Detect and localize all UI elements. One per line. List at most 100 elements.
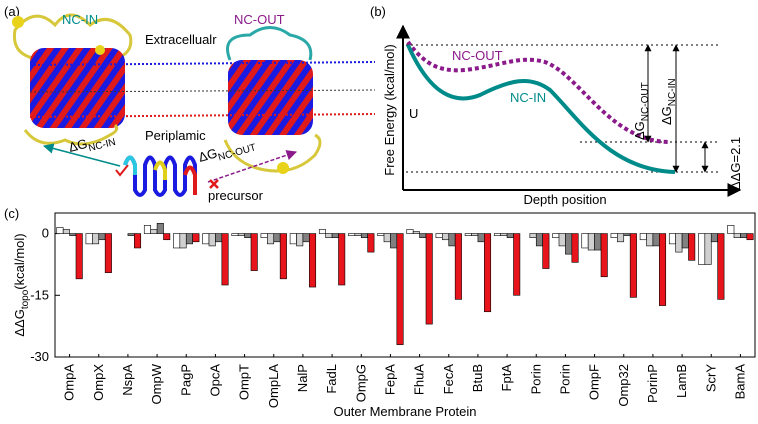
bar [506,233,514,238]
label: ΔGNC-OUT [632,82,651,140]
bar [250,233,258,271]
label: NC-IN [510,90,546,105]
label: NC-IN [62,12,98,27]
x-tick-label: ScrY [703,364,718,393]
bar [558,233,566,247]
x-tick-label: FadL [324,364,339,394]
bar [493,233,501,236]
bar [600,233,608,278]
nc-in-curve [406,44,676,174]
bar [215,233,223,243]
x-tick-label: OpcA [207,364,222,397]
bar [529,233,537,238]
bar [134,233,142,249]
label: NC-OUT [217,142,257,163]
arrow [207,150,297,183]
membrane-line [29,89,376,93]
nc-out-curve [406,40,671,144]
bar [698,233,706,265]
label: NC-IN [667,78,678,106]
x-tick-label: FepA [382,364,397,395]
panel-c: (c) ΔΔGtopo(kcal/mol) Outer Membrane Pro… [4,206,756,419]
bar [710,233,718,243]
bar [565,233,573,255]
bar [617,233,625,243]
x-tick-label: OmpF [587,364,602,400]
label: ΔGNC-IN [659,78,678,125]
x-tick-label: FecA [441,364,456,395]
x-tick-label: OmpG [353,364,368,402]
x-tick-label: Porin [528,364,543,394]
panel-label: (b) [370,4,386,19]
y-tick-label: -30 [30,349,49,364]
panel-label: (a) [4,4,20,19]
bar [652,233,660,247]
x-tick-label: OmpA [62,364,77,401]
bar [513,233,521,296]
barrel [228,60,313,135]
bar [688,233,696,261]
bar [69,233,77,236]
bar [396,233,404,345]
bar [354,233,362,236]
bar [623,233,631,236]
bar [202,233,210,245]
bar [104,233,112,273]
bar [740,233,748,238]
x-tick-label: OmpW [149,363,164,404]
bar [231,233,239,236]
label: Periplamic [145,128,206,143]
cross-mark [209,179,219,189]
x-tick-label: PagP [178,364,193,396]
bar [92,233,100,245]
bar [594,233,602,251]
panel-a: (a) NC-IN NC-OUT Extracellualr Periplami… [4,4,376,203]
bar [659,233,667,306]
precursor-chain [153,160,167,180]
bar [477,233,485,243]
bar [302,233,310,243]
bar [318,229,326,234]
bar [500,233,508,236]
bar [733,233,741,238]
bar [406,229,414,234]
x-tick-label: NspA [120,364,135,396]
ion [12,16,24,28]
bar [717,233,725,300]
bar [646,233,654,247]
bar [163,233,171,241]
bar [542,233,550,269]
bar [237,233,245,236]
bar [442,233,450,241]
check-mark [115,164,129,177]
membrane-line [29,61,376,66]
bar [56,227,64,234]
bar [267,233,275,245]
axis-title: ΔΔGtopo(kcal/mol) [12,233,31,336]
bar [610,233,618,238]
bar [675,233,683,253]
bar [331,233,339,238]
bar [412,231,420,234]
bar [173,233,181,249]
x-tick-label: LamB [674,364,689,398]
x-tick-label: OmpX [91,364,106,401]
label: ΔG [67,136,89,155]
loop [23,123,119,146]
x-tick-label: OmpT [237,364,252,400]
bar [668,233,676,245]
ion [95,45,105,55]
y-tick-label: -15 [30,287,49,302]
label: ΔG [197,145,219,165]
bar [535,233,543,247]
bar [273,233,281,243]
bar [552,233,560,238]
bar [681,233,689,249]
x-tick-label: BamA [732,364,747,400]
loop [226,26,313,61]
y-tick-label: 0 [42,226,49,241]
bar [727,225,735,234]
bar [185,233,193,245]
bar [471,233,479,236]
axis-title: Outer Membrane Protein [333,404,476,419]
